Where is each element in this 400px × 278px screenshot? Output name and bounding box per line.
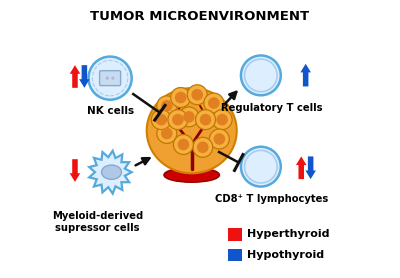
Circle shape xyxy=(214,133,225,145)
Circle shape xyxy=(200,114,211,125)
FancyArrow shape xyxy=(300,64,311,86)
Ellipse shape xyxy=(164,168,219,182)
Circle shape xyxy=(151,110,171,130)
Circle shape xyxy=(193,137,213,157)
Circle shape xyxy=(241,147,281,187)
Circle shape xyxy=(178,139,189,150)
Text: NK cells: NK cells xyxy=(86,106,134,116)
Circle shape xyxy=(111,76,114,80)
Polygon shape xyxy=(89,151,132,193)
Text: Hyperthyroid: Hyperthyroid xyxy=(247,229,330,239)
Circle shape xyxy=(212,110,232,130)
Circle shape xyxy=(161,100,173,111)
Circle shape xyxy=(179,107,199,127)
Circle shape xyxy=(157,96,177,116)
Circle shape xyxy=(106,76,109,80)
Circle shape xyxy=(204,93,224,113)
Bar xyxy=(228,228,242,241)
Circle shape xyxy=(241,56,281,95)
Circle shape xyxy=(175,92,186,103)
Circle shape xyxy=(171,88,190,108)
FancyArrow shape xyxy=(70,65,80,88)
Text: TUMOR MICROENVIRONMENT: TUMOR MICROENVIRONMENT xyxy=(90,10,310,23)
Circle shape xyxy=(208,97,220,109)
Circle shape xyxy=(210,129,229,149)
Circle shape xyxy=(161,128,173,139)
Circle shape xyxy=(196,110,216,130)
Circle shape xyxy=(187,85,207,105)
Circle shape xyxy=(172,114,184,125)
Circle shape xyxy=(156,114,167,125)
FancyArrow shape xyxy=(79,65,90,88)
Ellipse shape xyxy=(102,165,122,179)
Text: Regulatory T cells: Regulatory T cells xyxy=(221,103,323,113)
Circle shape xyxy=(216,114,228,125)
FancyArrow shape xyxy=(70,159,80,182)
Circle shape xyxy=(157,123,177,143)
FancyBboxPatch shape xyxy=(100,71,121,86)
Circle shape xyxy=(88,56,132,100)
FancyArrow shape xyxy=(296,157,306,179)
Circle shape xyxy=(168,110,188,130)
Bar xyxy=(228,249,242,261)
Text: Myeloid-derived
supressor cells: Myeloid-derived supressor cells xyxy=(52,211,143,233)
FancyArrow shape xyxy=(305,157,316,179)
Text: Hypothyroid: Hypothyroid xyxy=(247,250,324,260)
Circle shape xyxy=(174,135,193,155)
Ellipse shape xyxy=(147,88,237,173)
Circle shape xyxy=(192,89,203,101)
Text: CD8⁺ T lymphocytes: CD8⁺ T lymphocytes xyxy=(215,194,328,204)
Circle shape xyxy=(183,111,195,123)
Circle shape xyxy=(197,142,208,153)
